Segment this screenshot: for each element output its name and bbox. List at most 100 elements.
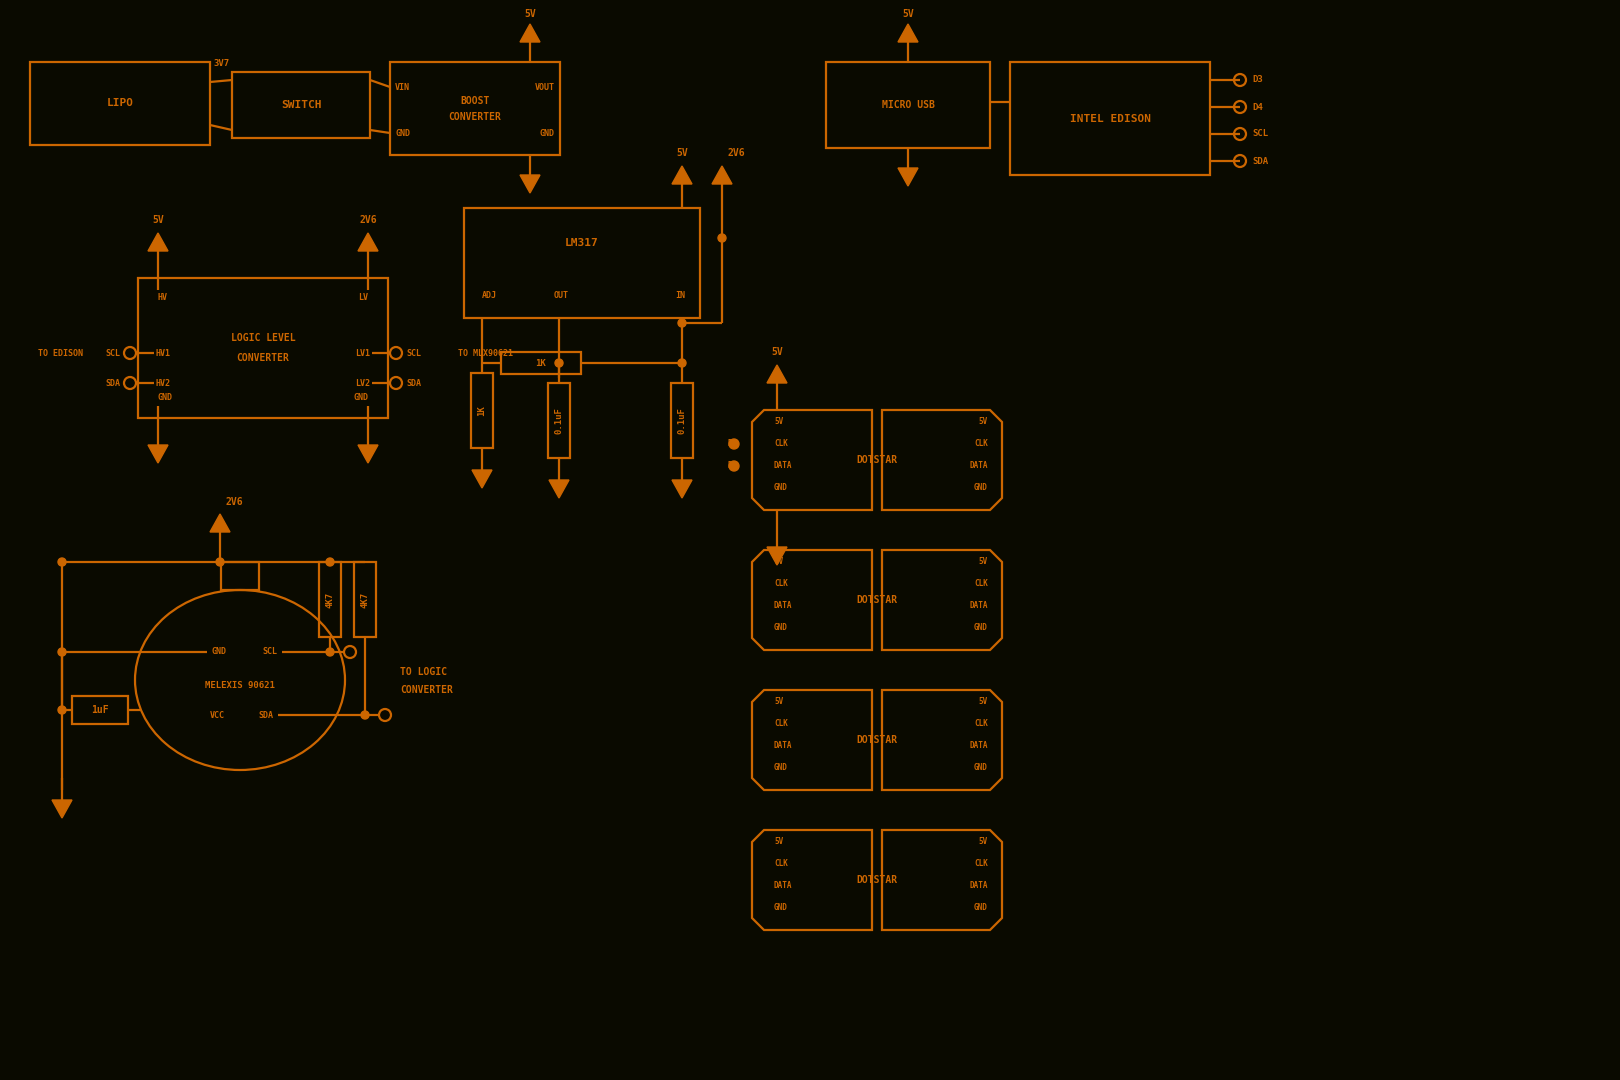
Polygon shape: [766, 546, 787, 565]
Text: HV: HV: [159, 294, 168, 302]
Text: DATA: DATA: [774, 602, 792, 610]
Circle shape: [729, 461, 739, 471]
Polygon shape: [897, 24, 919, 42]
Text: GND: GND: [974, 623, 988, 633]
Polygon shape: [147, 445, 168, 463]
Bar: [319, 562, 340, 637]
Text: VOUT: VOUT: [535, 82, 556, 92]
Text: GND: GND: [774, 764, 787, 772]
Bar: [31, 62, 211, 145]
Circle shape: [679, 359, 685, 367]
Polygon shape: [897, 168, 919, 186]
Bar: [220, 562, 259, 590]
Polygon shape: [713, 166, 732, 184]
Text: GND: GND: [774, 484, 787, 492]
Text: GND: GND: [974, 764, 988, 772]
Circle shape: [58, 558, 66, 566]
Text: SDA: SDA: [105, 378, 120, 388]
Circle shape: [556, 359, 564, 367]
Text: 2V6: 2V6: [727, 148, 745, 158]
Text: DATA: DATA: [774, 881, 792, 891]
Text: LOGIC LEVEL: LOGIC LEVEL: [230, 333, 295, 343]
Text: GND: GND: [212, 648, 227, 657]
Bar: [1009, 62, 1210, 175]
Text: D4: D4: [727, 461, 737, 471]
Text: DOTSTAR: DOTSTAR: [857, 875, 897, 885]
Circle shape: [729, 438, 739, 449]
Text: LIPO: LIPO: [107, 98, 133, 108]
Text: D3: D3: [727, 440, 737, 448]
Polygon shape: [549, 480, 569, 498]
Text: 5V: 5V: [525, 9, 536, 19]
Text: CLK: CLK: [974, 580, 988, 589]
Polygon shape: [358, 233, 377, 251]
Polygon shape: [52, 800, 71, 818]
Text: BOOST: BOOST: [460, 95, 489, 106]
Text: SWITCH: SWITCH: [280, 100, 321, 110]
Bar: [826, 62, 990, 148]
Text: 5V: 5V: [978, 837, 988, 847]
Text: CLK: CLK: [774, 719, 787, 729]
Text: GND: GND: [974, 484, 988, 492]
Text: LV: LV: [358, 294, 368, 302]
Text: 5V: 5V: [978, 698, 988, 706]
Polygon shape: [520, 24, 539, 42]
Bar: [671, 383, 693, 458]
Text: TO MLX90621: TO MLX90621: [458, 349, 514, 357]
Text: SCL: SCL: [105, 349, 120, 357]
Text: DOTSTAR: DOTSTAR: [857, 595, 897, 605]
Polygon shape: [358, 445, 377, 463]
Polygon shape: [766, 365, 787, 383]
Text: 0.1uF: 0.1uF: [677, 407, 687, 434]
Polygon shape: [211, 514, 230, 532]
Text: CLK: CLK: [974, 860, 988, 868]
Text: 1K: 1K: [478, 405, 486, 416]
Text: ADJ: ADJ: [483, 292, 497, 300]
Text: INTEL EDISON: INTEL EDISON: [1069, 113, 1150, 123]
Text: OUT: OUT: [554, 292, 569, 300]
Text: CLK: CLK: [774, 860, 787, 868]
Text: CONVERTER: CONVERTER: [400, 685, 454, 696]
Text: CLK: CLK: [974, 440, 988, 448]
Text: CLK: CLK: [974, 719, 988, 729]
Text: 0.1uF: 0.1uF: [554, 407, 564, 434]
Text: IN: IN: [676, 292, 685, 300]
Circle shape: [718, 234, 726, 242]
Text: TO EDISON: TO EDISON: [37, 349, 83, 357]
Polygon shape: [147, 233, 168, 251]
Text: 2V6: 2V6: [360, 215, 377, 225]
Text: 3V7: 3V7: [214, 59, 230, 68]
Text: DATA: DATA: [774, 742, 792, 751]
Circle shape: [58, 648, 66, 656]
Text: SCL: SCL: [407, 349, 421, 357]
Text: 5V: 5V: [676, 148, 688, 158]
Bar: [501, 352, 580, 374]
Text: SDA: SDA: [1252, 157, 1268, 165]
Text: MELEXIS 90621: MELEXIS 90621: [206, 680, 275, 689]
Text: GND: GND: [539, 129, 556, 137]
Text: LM317: LM317: [565, 238, 599, 248]
Circle shape: [58, 706, 66, 714]
Text: 5V: 5V: [902, 9, 914, 19]
Text: GND: GND: [774, 904, 787, 913]
Text: HV1: HV1: [156, 349, 172, 357]
Bar: [548, 383, 570, 458]
Text: LV1: LV1: [355, 349, 369, 357]
Text: HV2: HV2: [156, 378, 172, 388]
Text: 4K7: 4K7: [361, 592, 369, 608]
Bar: [463, 208, 700, 318]
Text: 5V: 5V: [978, 557, 988, 567]
Polygon shape: [672, 166, 692, 184]
Circle shape: [326, 648, 334, 656]
Text: GND: GND: [774, 623, 787, 633]
Bar: [71, 696, 128, 724]
Circle shape: [679, 319, 685, 327]
Circle shape: [215, 558, 224, 566]
Text: CONVERTER: CONVERTER: [449, 111, 502, 121]
Text: SDA: SDA: [407, 378, 421, 388]
Text: GND: GND: [974, 904, 988, 913]
Text: DATA: DATA: [774, 461, 792, 471]
Text: DOTSTAR: DOTSTAR: [857, 735, 897, 745]
Bar: [471, 373, 492, 448]
Text: DOTSTAR: DOTSTAR: [857, 455, 897, 465]
